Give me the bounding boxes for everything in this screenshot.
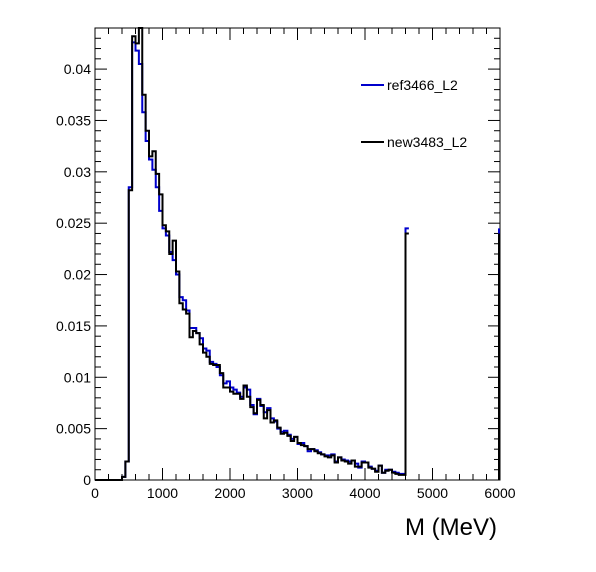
x-tick-label: 0 bbox=[91, 485, 99, 501]
x-tick-label: 4000 bbox=[349, 485, 380, 501]
y-tick-label: 0.025 bbox=[56, 215, 91, 231]
x-tick-label: 5000 bbox=[417, 485, 448, 501]
y-tick-label: 0.035 bbox=[56, 112, 91, 128]
y-tick-label: 0.04 bbox=[64, 61, 91, 77]
series-new3483-L2-step-line bbox=[95, 27, 409, 481]
legend-box bbox=[352, 62, 482, 162]
y-tick-label: 0 bbox=[83, 472, 91, 488]
series-layer bbox=[95, 27, 500, 481]
y-tick-label: 0.01 bbox=[64, 369, 91, 385]
y-tick-label: 0.005 bbox=[56, 421, 91, 437]
x-tick-label: 1000 bbox=[147, 485, 178, 501]
x-axis-title: M (MeV) bbox=[405, 514, 497, 541]
x-tick-label: 2000 bbox=[214, 485, 245, 501]
x-axis: 0 1000 2000 3000 4000 5000 6000 bbox=[91, 28, 516, 501]
legend: ref3466_L2 new3483_L2 bbox=[352, 62, 482, 162]
y-tick-label: 0.015 bbox=[56, 318, 91, 334]
x-tick-label: 3000 bbox=[282, 485, 313, 501]
y-tick-label: 0.03 bbox=[64, 164, 91, 180]
y-tick-label: 0.02 bbox=[64, 267, 91, 283]
x-tick-label: 6000 bbox=[484, 485, 515, 501]
legend-label-ref: ref3466_L2 bbox=[387, 77, 458, 93]
legend-label-new: new3483_L2 bbox=[387, 134, 467, 150]
